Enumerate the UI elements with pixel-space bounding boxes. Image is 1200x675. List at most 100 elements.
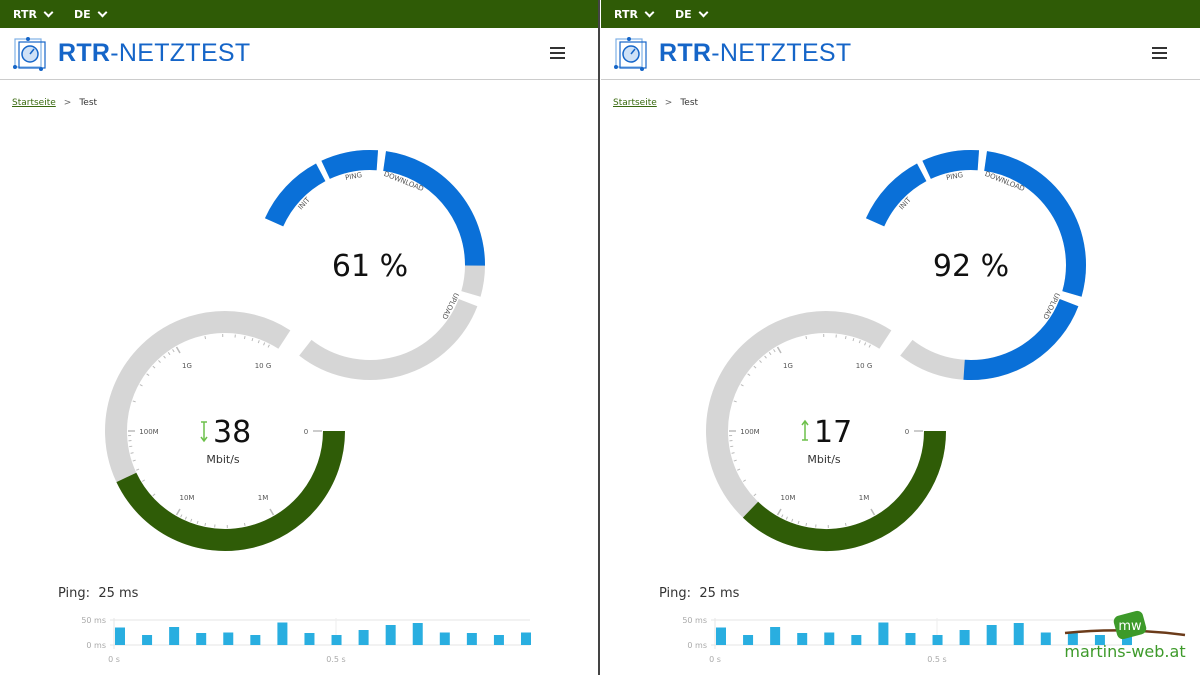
gauge-tick (733, 459, 737, 462)
gauge-tick (251, 337, 254, 342)
gauge-tick (753, 365, 757, 369)
gauge-tick (172, 349, 175, 353)
gauge-tick (733, 400, 737, 403)
speedometer-logo-icon[interactable] (613, 36, 649, 72)
gauge-tick (805, 522, 808, 527)
breadcrumb: Startseite > Test (613, 98, 698, 108)
speed-value: 17 (814, 415, 852, 450)
gauge-scale-label: 100M (740, 428, 759, 436)
gauge-tick (184, 516, 187, 520)
top-bar: RTR DE (0, 0, 598, 28)
progress-percent: 61 % (332, 249, 408, 284)
ping-bar (277, 622, 288, 645)
gauge-tick (204, 522, 207, 527)
gauge-tick (180, 514, 183, 518)
gauge-tick (257, 340, 260, 344)
status-fill-download (382, 151, 485, 266)
breadcrumb-home-link[interactable]: Startseite (613, 98, 657, 108)
gauge-tick (759, 360, 762, 363)
gauge-tick (731, 452, 735, 454)
language-dropdown[interactable]: DE (674, 7, 709, 21)
ping-bar (385, 625, 396, 645)
gauge-tick (167, 352, 171, 356)
ping-y-tick: 50 ms (81, 616, 106, 625)
ping-bar (493, 635, 504, 645)
language-dropdown-label: DE (674, 7, 692, 21)
ping-bar (797, 633, 808, 645)
watermark-logo: mw martins-web.at (1064, 610, 1186, 661)
top-bar: RTR DE (601, 0, 1200, 28)
ping-bar (959, 630, 970, 645)
ping-bar (358, 630, 369, 645)
gauge-tick (263, 342, 266, 346)
phase-label: PING (946, 171, 964, 182)
gauge-tick (844, 335, 847, 340)
ping-bar (770, 627, 781, 645)
gauge-tick (196, 520, 199, 525)
ping-bar (115, 627, 125, 645)
gauge-tick (146, 373, 150, 376)
gauge-tick (785, 516, 788, 520)
status-fill-download (984, 151, 1086, 297)
ping-bar (1040, 632, 1051, 645)
gauge-tick (737, 468, 741, 471)
gauge-tick (740, 384, 744, 387)
gauge-scale-label: 0 (304, 428, 308, 436)
ping-bar (824, 632, 835, 645)
ping-bar (250, 635, 261, 645)
test-panel: RTR DE RTR-NETZTEST Startseite > Test Ping… (601, 0, 1200, 675)
breadcrumb-home-link[interactable]: Startseite (12, 98, 56, 108)
gauge-tick (768, 352, 772, 356)
chevron-down-icon (698, 7, 709, 17)
ping-bar (932, 635, 943, 645)
org-dropdown[interactable]: RTR (13, 7, 54, 21)
breadcrumb-separator: > (63, 98, 72, 108)
gauge-tick (797, 520, 800, 525)
gauge-tick (141, 479, 146, 482)
site-title[interactable]: RTR-NETZTEST (659, 39, 852, 67)
gauge-tick (163, 355, 166, 359)
watermark: mw martins-web.at (1060, 605, 1190, 665)
ping-y-tick: 0 ms (687, 641, 707, 650)
speed-unit: Mbit/s (807, 453, 841, 466)
gauge-scale-label: 1M (258, 494, 269, 502)
gauge-tick (764, 355, 767, 359)
ping-bar (1122, 632, 1132, 645)
gauge-scale-label: 10 G (856, 362, 873, 370)
gauge-tick (152, 493, 156, 497)
ping-bar (169, 627, 180, 645)
ping-value: 25 ms (699, 586, 740, 601)
gauge-tick (158, 360, 161, 363)
ping-bar (905, 633, 916, 645)
phase-label: PING (345, 171, 363, 182)
gauge-scale-label: 0 (905, 428, 909, 436)
gauge-tick (243, 522, 246, 527)
gauge-tick (269, 508, 275, 516)
status-fill-init (264, 163, 326, 227)
speed-value: 38 (213, 415, 251, 450)
ping-x-tick: 0.5 s (927, 655, 946, 664)
gauge-tick (753, 493, 757, 497)
gauge-tick (747, 373, 751, 376)
breadcrumb-separator: > (664, 98, 673, 108)
ping-x-tick: 0 s (709, 655, 721, 664)
org-dropdown[interactable]: RTR (614, 7, 655, 21)
site-title[interactable]: RTR-NETZTEST (58, 39, 251, 67)
gauge-tick (868, 344, 871, 348)
chevron-down-icon (97, 7, 108, 17)
gauge-tick (175, 346, 181, 354)
gauge-tick (870, 508, 876, 516)
gauge-tick (791, 518, 794, 522)
language-dropdown[interactable]: DE (74, 7, 108, 21)
hamburger-icon[interactable] (1152, 47, 1167, 62)
header: RTR-NETZTEST (0, 28, 598, 80)
ping-bar (716, 627, 726, 645)
gauge-scale-label: 10 G (255, 362, 272, 370)
speedometer-logo-icon[interactable] (12, 36, 48, 72)
test-panel: RTR DE RTR-NETZTEST Startseite > Test Ping… (0, 0, 600, 675)
hamburger-icon[interactable] (550, 47, 565, 62)
ping-bar (743, 635, 754, 645)
ping-bar (851, 635, 862, 645)
gauge-tick (773, 349, 776, 353)
ping-bar (1013, 623, 1024, 645)
